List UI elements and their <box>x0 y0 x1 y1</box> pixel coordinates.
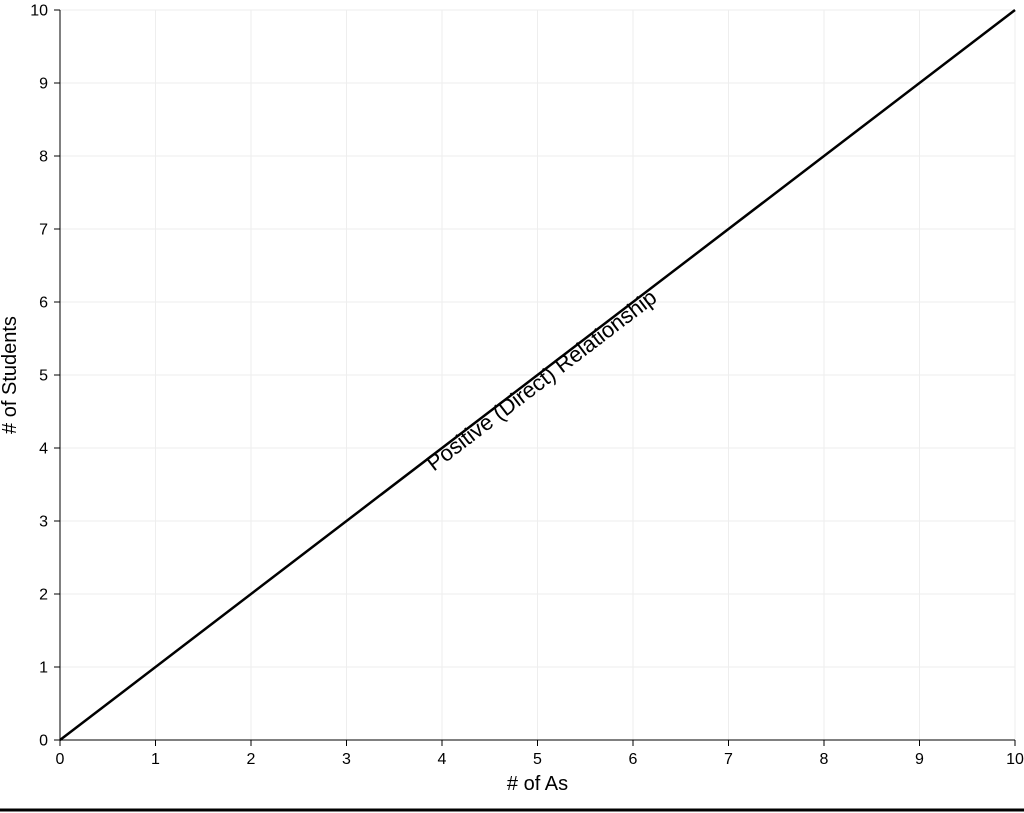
y-tick-label: 7 <box>39 222 48 239</box>
y-tick-label: 0 <box>39 733 48 750</box>
y-tick-label: 10 <box>30 3 48 20</box>
y-tick-label: 3 <box>39 514 48 531</box>
line-chart: 0 1 2 3 4 5 6 7 8 9 10 0 1 2 3 4 5 6 7 8 9 10 # of As # of Stud… <box>0 0 1024 813</box>
x-tick-label: 0 <box>56 751 65 768</box>
x-tick-label: 8 <box>820 751 829 768</box>
x-tick-label: 3 <box>342 751 351 768</box>
x-tick-label: 6 <box>629 751 638 768</box>
x-tick-label: 9 <box>915 751 924 768</box>
y-axis-label: # of Students <box>0 316 21 434</box>
x-axis-label: # of As <box>507 773 568 795</box>
y-tick-label: 4 <box>39 441 48 458</box>
chart-container: 0 1 2 3 4 5 6 7 8 9 10 0 1 2 3 4 5 6 7 8 9 10 # of As # of Stud… <box>0 0 1024 813</box>
y-tick-label: 9 <box>39 76 48 93</box>
x-tick-label: 10 <box>1006 751 1024 768</box>
y-tick-label: 8 <box>39 149 48 166</box>
x-tick-label: 5 <box>533 751 542 768</box>
y-tick-label: 5 <box>39 368 48 385</box>
y-tick-label: 1 <box>39 660 48 677</box>
x-tick-label: 2 <box>247 751 256 768</box>
x-tick-label: 7 <box>724 751 733 768</box>
y-tick-label: 2 <box>39 587 48 604</box>
x-tick-label: 1 <box>151 751 160 768</box>
y-tick-label: 6 <box>39 295 48 312</box>
x-tick-label: 4 <box>438 751 447 768</box>
